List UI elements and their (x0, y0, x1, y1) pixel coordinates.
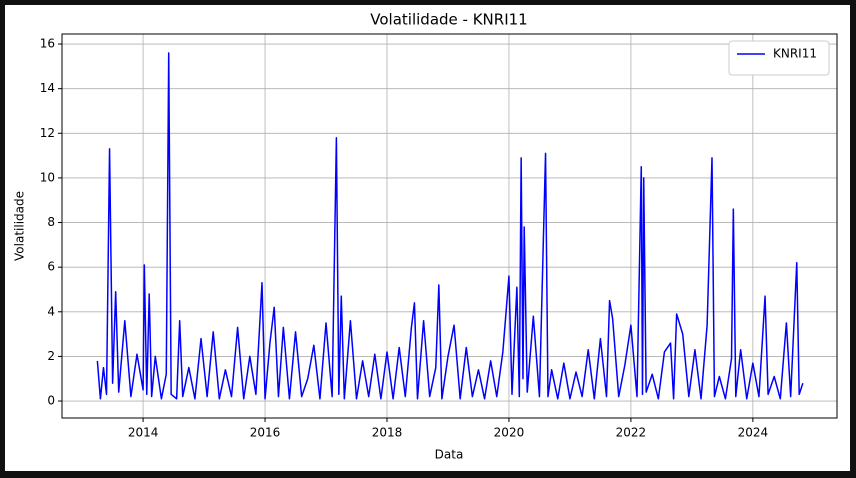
chart-title: Volatilidade - KNRI11 (370, 11, 527, 29)
legend-box (728, 40, 830, 76)
y-tick-label: 12 (40, 126, 55, 140)
x-axis-label: Data (435, 448, 464, 462)
legend: KNRI11 (728, 40, 830, 76)
y-tick-label: 6 (47, 260, 55, 274)
y-tick-label: 16 (40, 37, 55, 51)
x-tick-label: 2016 (250, 426, 281, 440)
x-tick-label: 2018 (372, 426, 403, 440)
legend-label: KNRI11 (773, 47, 817, 61)
data-line (96, 52, 804, 400)
y-tick-label: 8 (47, 215, 55, 229)
y-tick-label: 14 (40, 81, 55, 95)
y-tick-label: 0 (47, 394, 55, 408)
y-tick-label: 4 (47, 304, 55, 318)
y-tick-label: 2 (47, 349, 55, 363)
plot-frame (61, 33, 838, 419)
x-tick-label: 2014 (128, 426, 159, 440)
x-tick-label: 2024 (738, 426, 769, 440)
y-axis-label: Volatilidade (13, 191, 27, 261)
x-tick-label: 2022 (616, 426, 647, 440)
y-tick-label: 10 (40, 170, 55, 184)
x-tick-label: 2020 (494, 426, 525, 440)
